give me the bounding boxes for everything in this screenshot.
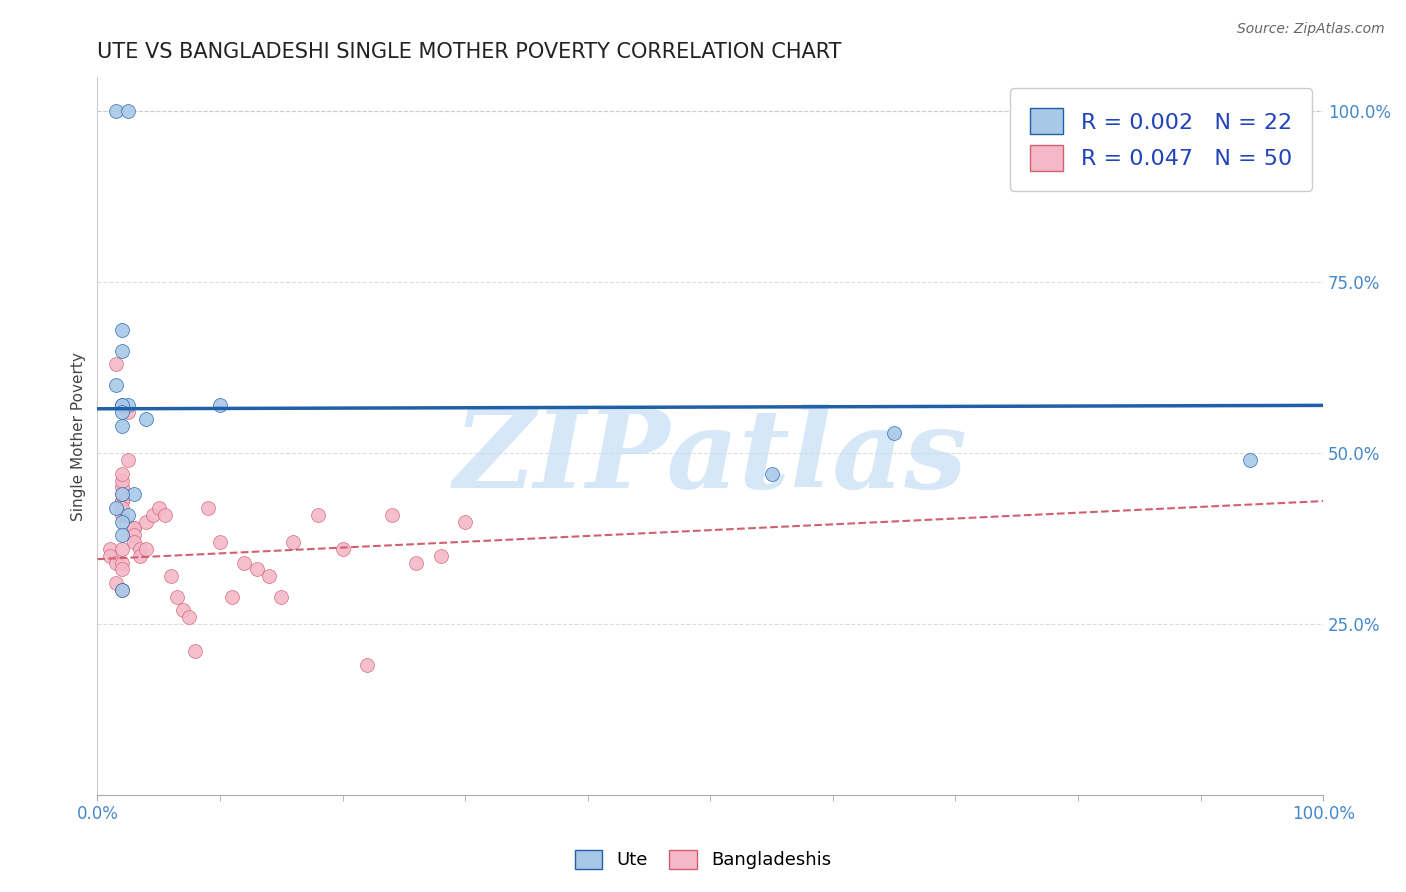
Point <box>246 562 269 576</box>
Point <box>153 508 176 522</box>
Point <box>135 515 157 529</box>
Point <box>184 644 207 658</box>
Point <box>1239 453 1261 467</box>
Point <box>98 541 121 556</box>
Point <box>104 104 127 119</box>
Point <box>197 500 219 515</box>
Point <box>135 412 157 426</box>
Point <box>122 521 145 535</box>
Point <box>148 500 170 515</box>
Point <box>221 590 243 604</box>
Point <box>117 453 139 467</box>
Legend: Ute, Bangladeshis: Ute, Bangladeshis <box>565 841 841 879</box>
Point <box>111 467 134 481</box>
Point <box>111 541 134 556</box>
Point <box>117 508 139 522</box>
Point <box>208 535 231 549</box>
Point <box>98 549 121 563</box>
Point <box>111 343 134 358</box>
Point <box>122 487 145 501</box>
Point <box>454 515 477 529</box>
Point <box>104 576 127 591</box>
Point <box>405 556 427 570</box>
Point <box>111 480 134 494</box>
Point <box>104 377 127 392</box>
Point <box>179 610 201 624</box>
Point <box>104 500 127 515</box>
Text: Source: ZipAtlas.com: Source: ZipAtlas.com <box>1237 22 1385 37</box>
Point <box>111 515 134 529</box>
Point <box>111 582 134 597</box>
Point <box>111 508 134 522</box>
Point <box>111 528 134 542</box>
Point <box>270 590 292 604</box>
Point <box>104 357 127 371</box>
Point <box>356 658 378 673</box>
Point <box>111 487 134 501</box>
Point <box>111 323 134 337</box>
Point <box>160 569 183 583</box>
Point <box>117 405 139 419</box>
Point <box>208 398 231 412</box>
Point <box>129 549 152 563</box>
Point <box>233 556 256 570</box>
Point <box>135 541 157 556</box>
Point <box>111 494 134 508</box>
Point <box>104 556 127 570</box>
Point <box>111 405 134 419</box>
Point <box>111 398 134 412</box>
Point <box>117 398 139 412</box>
Point <box>122 528 145 542</box>
Point <box>111 494 134 508</box>
Point <box>111 418 134 433</box>
Point <box>883 425 905 440</box>
Point <box>429 549 451 563</box>
Point <box>117 104 139 119</box>
Point <box>111 500 134 515</box>
Point <box>141 508 163 522</box>
Legend: R = 0.002   N = 22, R = 0.047   N = 50: R = 0.002 N = 22, R = 0.047 N = 50 <box>1010 88 1312 191</box>
Point <box>761 467 783 481</box>
Point <box>283 535 305 549</box>
Point <box>111 556 134 570</box>
Point <box>122 521 145 535</box>
Point <box>166 590 188 604</box>
Point <box>111 487 134 501</box>
Point <box>307 508 329 522</box>
Point <box>122 535 145 549</box>
Point <box>129 541 152 556</box>
Y-axis label: Single Mother Poverty: Single Mother Poverty <box>72 351 86 521</box>
Text: UTE VS BANGLADESHI SINGLE MOTHER POVERTY CORRELATION CHART: UTE VS BANGLADESHI SINGLE MOTHER POVERTY… <box>97 42 842 62</box>
Point <box>111 562 134 576</box>
Point <box>111 398 134 412</box>
Text: ZIPatlas: ZIPatlas <box>453 404 967 511</box>
Point <box>111 474 134 488</box>
Point <box>332 541 354 556</box>
Point <box>111 582 134 597</box>
Point <box>172 603 194 617</box>
Point <box>380 508 402 522</box>
Point <box>257 569 280 583</box>
